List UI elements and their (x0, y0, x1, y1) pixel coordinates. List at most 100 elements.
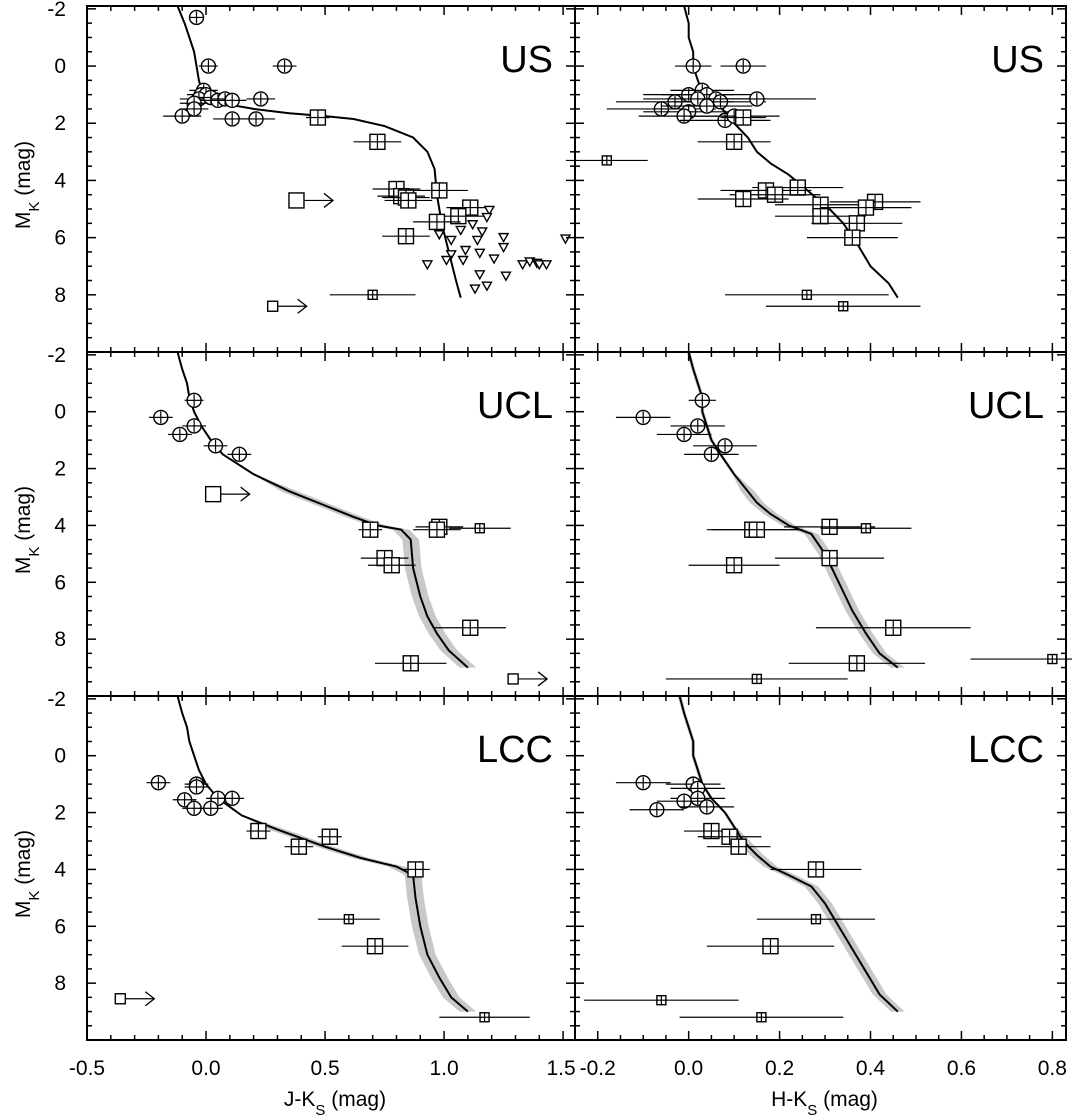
data-point-square (341, 937, 409, 955)
triangle-marker (421, 260, 434, 271)
isochrone-line-us-jk (176, 5, 462, 298)
data-point-lower-limit (266, 298, 308, 314)
panel-label-lcc: LCC (968, 729, 1044, 771)
triangle-marker (476, 227, 488, 238)
data-point-circle (697, 91, 816, 107)
data-point-triangle-down (476, 227, 488, 238)
x-tick-label: 0.0 (191, 1057, 220, 1080)
data-point-triangle-down (459, 245, 472, 256)
data-point-lower-limit (204, 485, 251, 503)
data-point-triangle-down (440, 255, 453, 266)
data-point-circle (272, 58, 297, 74)
data-point-square (806, 229, 898, 246)
data-point-triangle-down (466, 220, 479, 231)
y-tick-label: 2 (54, 458, 66, 481)
data-point-lower-limit (507, 671, 549, 687)
data-point-circle (606, 101, 716, 117)
x-axis-title-hk: H-KS (mag) (771, 1088, 878, 1115)
panel-label-us: US (500, 39, 553, 81)
data-point-circle (227, 446, 252, 463)
triangle-marker (483, 205, 495, 216)
data-point-circle (172, 792, 197, 808)
data-point-triangle-down (500, 271, 512, 282)
limit-arrowhead (144, 991, 156, 1007)
data-point-triangle-down (488, 254, 500, 265)
triangle-marker (500, 271, 512, 282)
x-tick-label: 0.4 (856, 1057, 886, 1080)
panel-label-lcc: LCC (477, 729, 553, 771)
panel-frames (86, 5, 1067, 1041)
data-point-small-square (565, 155, 648, 166)
y-tick-label: 0 (54, 745, 66, 768)
data-point-triangle-down (497, 232, 510, 244)
data-point-square (375, 655, 447, 672)
y-tick-label: 0 (54, 55, 66, 78)
data-point-square (284, 838, 314, 855)
y-tick-label: 8 (54, 284, 66, 307)
x-tick-label: 1.0 (429, 1057, 458, 1080)
data-point-circle (198, 800, 223, 816)
triangle-marker (466, 220, 479, 231)
triangle-marker (540, 260, 553, 271)
y-tick-label: -2 (47, 688, 66, 711)
isochrone-line-us-hk (683, 5, 899, 299)
triangle-marker (481, 281, 493, 292)
triangle-marker (474, 248, 486, 259)
y-axis-title: MK (mag) (12, 830, 43, 918)
data-point-triangle-down (497, 242, 510, 254)
data-point-square (770, 861, 862, 878)
data-point-triangle-down (469, 284, 481, 295)
isochrone-band-ucl-jk (176, 352, 477, 668)
data-point-square (382, 227, 430, 245)
x-tick-label: 1.5 (546, 1057, 575, 1080)
data-point-small-square (820, 523, 912, 534)
data-point-square (367, 557, 416, 574)
triangle-marker (471, 235, 484, 246)
limit-square-marker (114, 993, 127, 1005)
data-point-triangle-down (516, 260, 529, 271)
triangle-marker (497, 232, 510, 244)
x-tick-label: 0.5 (310, 1057, 339, 1080)
data-point-circle (661, 98, 753, 114)
y-tick-label: 0 (54, 401, 66, 424)
data-point-circle (679, 799, 735, 815)
data-point-circle (184, 779, 209, 795)
data-point-square (788, 655, 926, 672)
triangle-marker (455, 225, 467, 236)
y-axis-title: MK (mag) (12, 141, 43, 229)
y-tick-label: -2 (47, 344, 66, 367)
y-tick-label: 4 (54, 514, 66, 537)
labels: -2 0 2 4 6 8 MK (mag) US US -2 0 2 4 6 8 MK (mag) UCL UCL… (12, 0, 1067, 1115)
data-point-circle (675, 58, 712, 74)
limit-square-marker (507, 673, 519, 685)
data-point-square (384, 192, 433, 209)
data-point-circle (615, 409, 671, 426)
data-point-square (697, 133, 771, 151)
data-point-triangle-down (421, 260, 434, 271)
data-point-square (413, 521, 461, 538)
data-point-square (246, 822, 271, 840)
y-tick-label: 6 (54, 227, 66, 250)
limit-arrowhead (323, 192, 335, 208)
y-tick-label: 4 (54, 858, 66, 881)
x-tick-label: 0.8 (1038, 1057, 1067, 1080)
data-point-square (358, 521, 383, 538)
data-point-square (401, 861, 430, 878)
data-point-circle (684, 446, 739, 463)
data-point-small-square (665, 673, 848, 685)
data-point-circle (629, 802, 685, 818)
y-tick-label: 4 (54, 169, 66, 192)
data-point-square (775, 549, 885, 567)
panel-label-us: US (991, 39, 1044, 81)
y-axis-title: MK (mag) (12, 486, 43, 574)
data-point-small-square (439, 1012, 530, 1023)
limit-square-marker (204, 485, 222, 503)
data-point-circle (198, 58, 218, 74)
data-point-square (306, 109, 330, 126)
x-tick-label: 0.0 (674, 1057, 703, 1080)
triangle-marker (533, 260, 545, 271)
data-point-square (815, 619, 971, 636)
data-point-circle (720, 58, 766, 74)
y-tick-label: 6 (54, 571, 66, 594)
